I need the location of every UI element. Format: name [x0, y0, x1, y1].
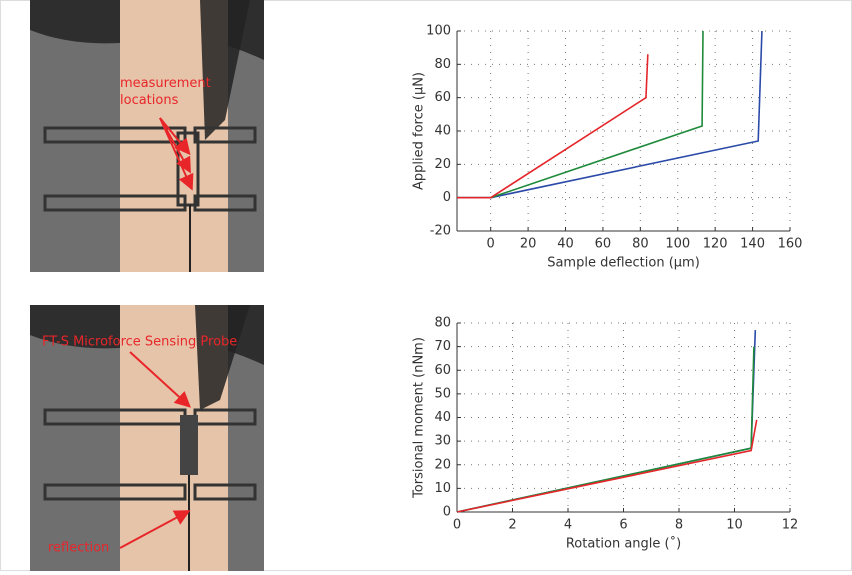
- x-tick-label: 2: [508, 518, 516, 533]
- photo-2: FT-S Microforce Sensing Probe reflection: [30, 305, 264, 571]
- y-tick-label: 80: [434, 316, 451, 331]
- y-tick-label: 40: [434, 410, 451, 425]
- y-tick-label: 10: [434, 481, 451, 496]
- annotation: FT-S Microforce Sensing Probe: [42, 335, 237, 350]
- y-tick-label: 0: [443, 190, 451, 205]
- x-tick-label: 60: [595, 237, 612, 252]
- x-tick-label: 120: [703, 237, 728, 252]
- series-line: [457, 30, 704, 199]
- y-tick-label: 20: [434, 157, 451, 172]
- x-tick-label: 20: [520, 237, 537, 252]
- y-tick-label: 60: [434, 363, 451, 378]
- x-tick-label: 140: [740, 237, 765, 252]
- y-tick-label: 60: [434, 90, 451, 105]
- y-tick-label: 20: [434, 457, 451, 472]
- series-line: [457, 30, 763, 199]
- x-tick-label: 4: [564, 518, 572, 533]
- y-tick-label: 70: [434, 339, 451, 354]
- series-line: [457, 54, 649, 199]
- y-tick-label: 100: [426, 24, 451, 39]
- y-tick-label: 80: [434, 57, 451, 72]
- x-tick-label: 8: [675, 518, 683, 533]
- x-tick-label: 100: [665, 237, 690, 252]
- y-tick-label: 0: [443, 505, 451, 520]
- x-tick-label: 0: [453, 518, 461, 533]
- annotation: measurement locations: [120, 76, 211, 108]
- x-tick-label: 80: [632, 237, 649, 252]
- photo-1: measurement locations: [30, 0, 264, 272]
- annotation: reflection: [48, 541, 109, 556]
- y-tick-label: 40: [434, 124, 451, 139]
- x-tick-label: 10: [726, 518, 743, 533]
- y-tick-label: 50: [434, 386, 451, 401]
- y-tick-label: 30: [434, 434, 451, 449]
- x-axis-label: Sample deflection (µm): [547, 256, 700, 271]
- series-line: [456, 330, 757, 513]
- y-axis-label: Applied force (µN): [412, 72, 427, 190]
- x-axis-label: Rotation angle (˚): [566, 536, 681, 552]
- x-tick-label: 6: [619, 518, 627, 533]
- x-tick-label: 160: [778, 237, 803, 252]
- series-line: [456, 419, 758, 513]
- series-line: [456, 346, 755, 513]
- x-tick-label: 40: [557, 237, 574, 252]
- y-axis-label: Torsional moment (nNm): [412, 337, 427, 499]
- x-tick-label: 0: [487, 237, 495, 252]
- x-tick-label: 12: [782, 518, 799, 533]
- y-tick-label: -20: [430, 224, 451, 239]
